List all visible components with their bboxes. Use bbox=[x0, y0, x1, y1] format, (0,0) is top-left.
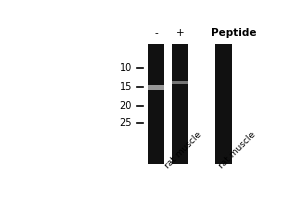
Bar bbox=[148, 84, 164, 90]
Text: 10: 10 bbox=[120, 63, 132, 73]
Text: rat muscle: rat muscle bbox=[163, 130, 203, 170]
Text: 20: 20 bbox=[120, 101, 132, 111]
Text: +: + bbox=[176, 28, 184, 38]
Bar bbox=[172, 44, 188, 164]
Bar bbox=[215, 44, 232, 164]
Text: 15: 15 bbox=[120, 82, 132, 92]
Text: -: - bbox=[154, 28, 158, 38]
Text: 25: 25 bbox=[119, 118, 132, 128]
Text: rat muscle: rat muscle bbox=[217, 130, 257, 170]
Bar bbox=[148, 44, 164, 164]
Text: Peptide: Peptide bbox=[211, 28, 257, 38]
Bar bbox=[172, 80, 188, 84]
